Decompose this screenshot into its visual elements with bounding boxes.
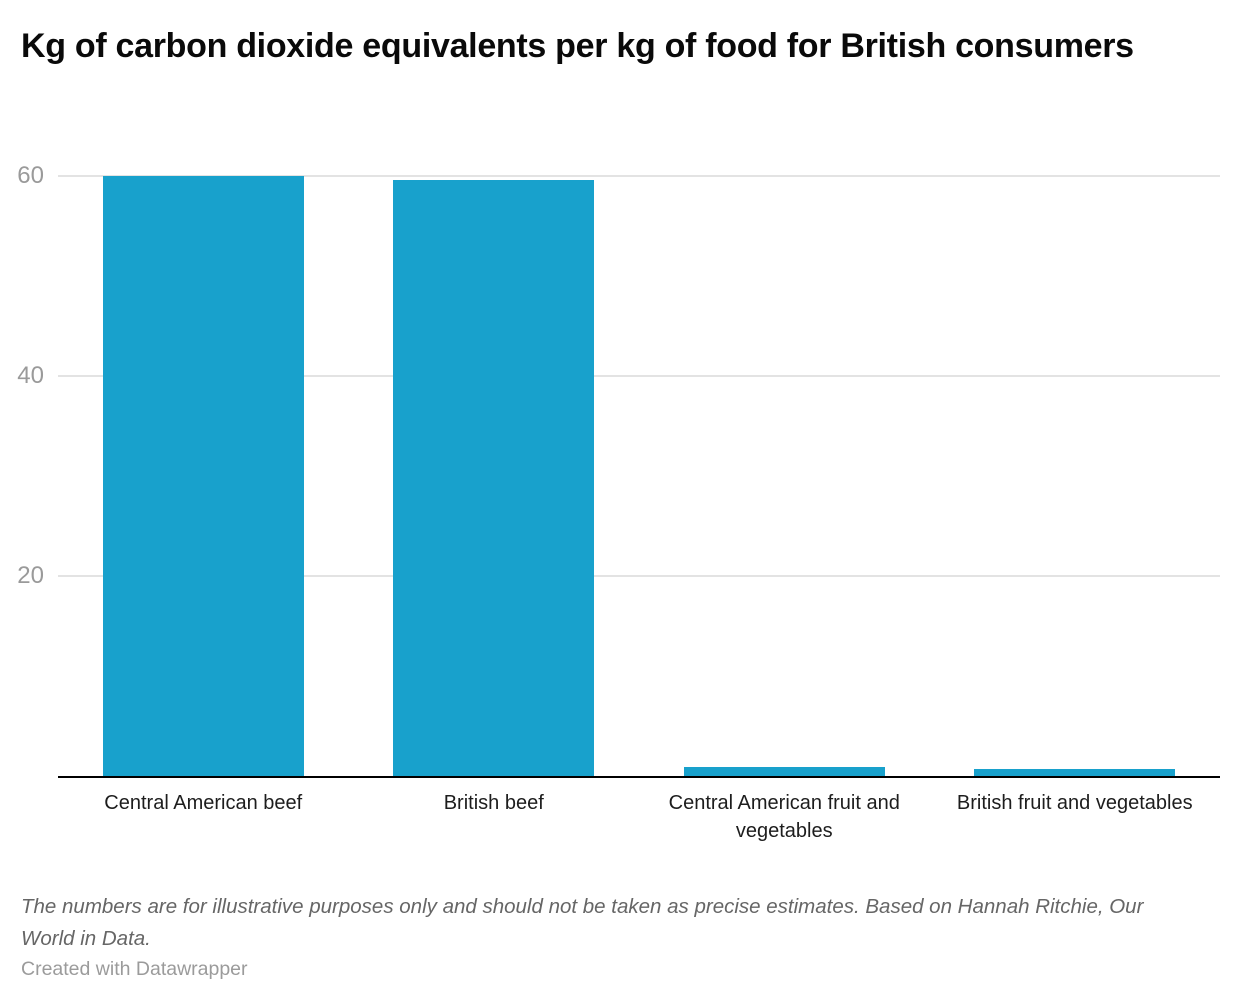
y-tick-label-40: 40 — [17, 362, 44, 389]
y-tick-label-20: 20 — [17, 562, 44, 589]
category-label-2: British beef — [443, 792, 544, 814]
gridline-40 — [58, 375, 1220, 377]
gridline-20 — [58, 575, 1220, 577]
chart-title: Kg of carbon dioxide equivalents per kg … — [21, 27, 1134, 65]
category-label-3: Central American fruit and vegetables — [668, 792, 900, 842]
y-tick-label-60: 60 — [17, 162, 44, 189]
bar-4 — [974, 769, 1176, 776]
x-axis-labels: Central American beef British beef Central… — [58, 789, 1220, 845]
datawrapper-credit[interactable]: Created with Datawrapper — [21, 958, 248, 980]
x-axis-line — [58, 776, 1220, 778]
plot-area: 20 40 60 — [17, 164, 1220, 778]
gridline-60 — [58, 175, 1220, 177]
bar-3 — [683, 767, 885, 776]
bar-1 — [102, 176, 304, 776]
category-label-1: Central American beef — [104, 792, 303, 814]
footnote: The numbers are for illustrative purpose… — [21, 895, 1144, 950]
bar-2 — [393, 180, 595, 776]
category-label-4: British fruit and vegetables — [956, 792, 1193, 814]
